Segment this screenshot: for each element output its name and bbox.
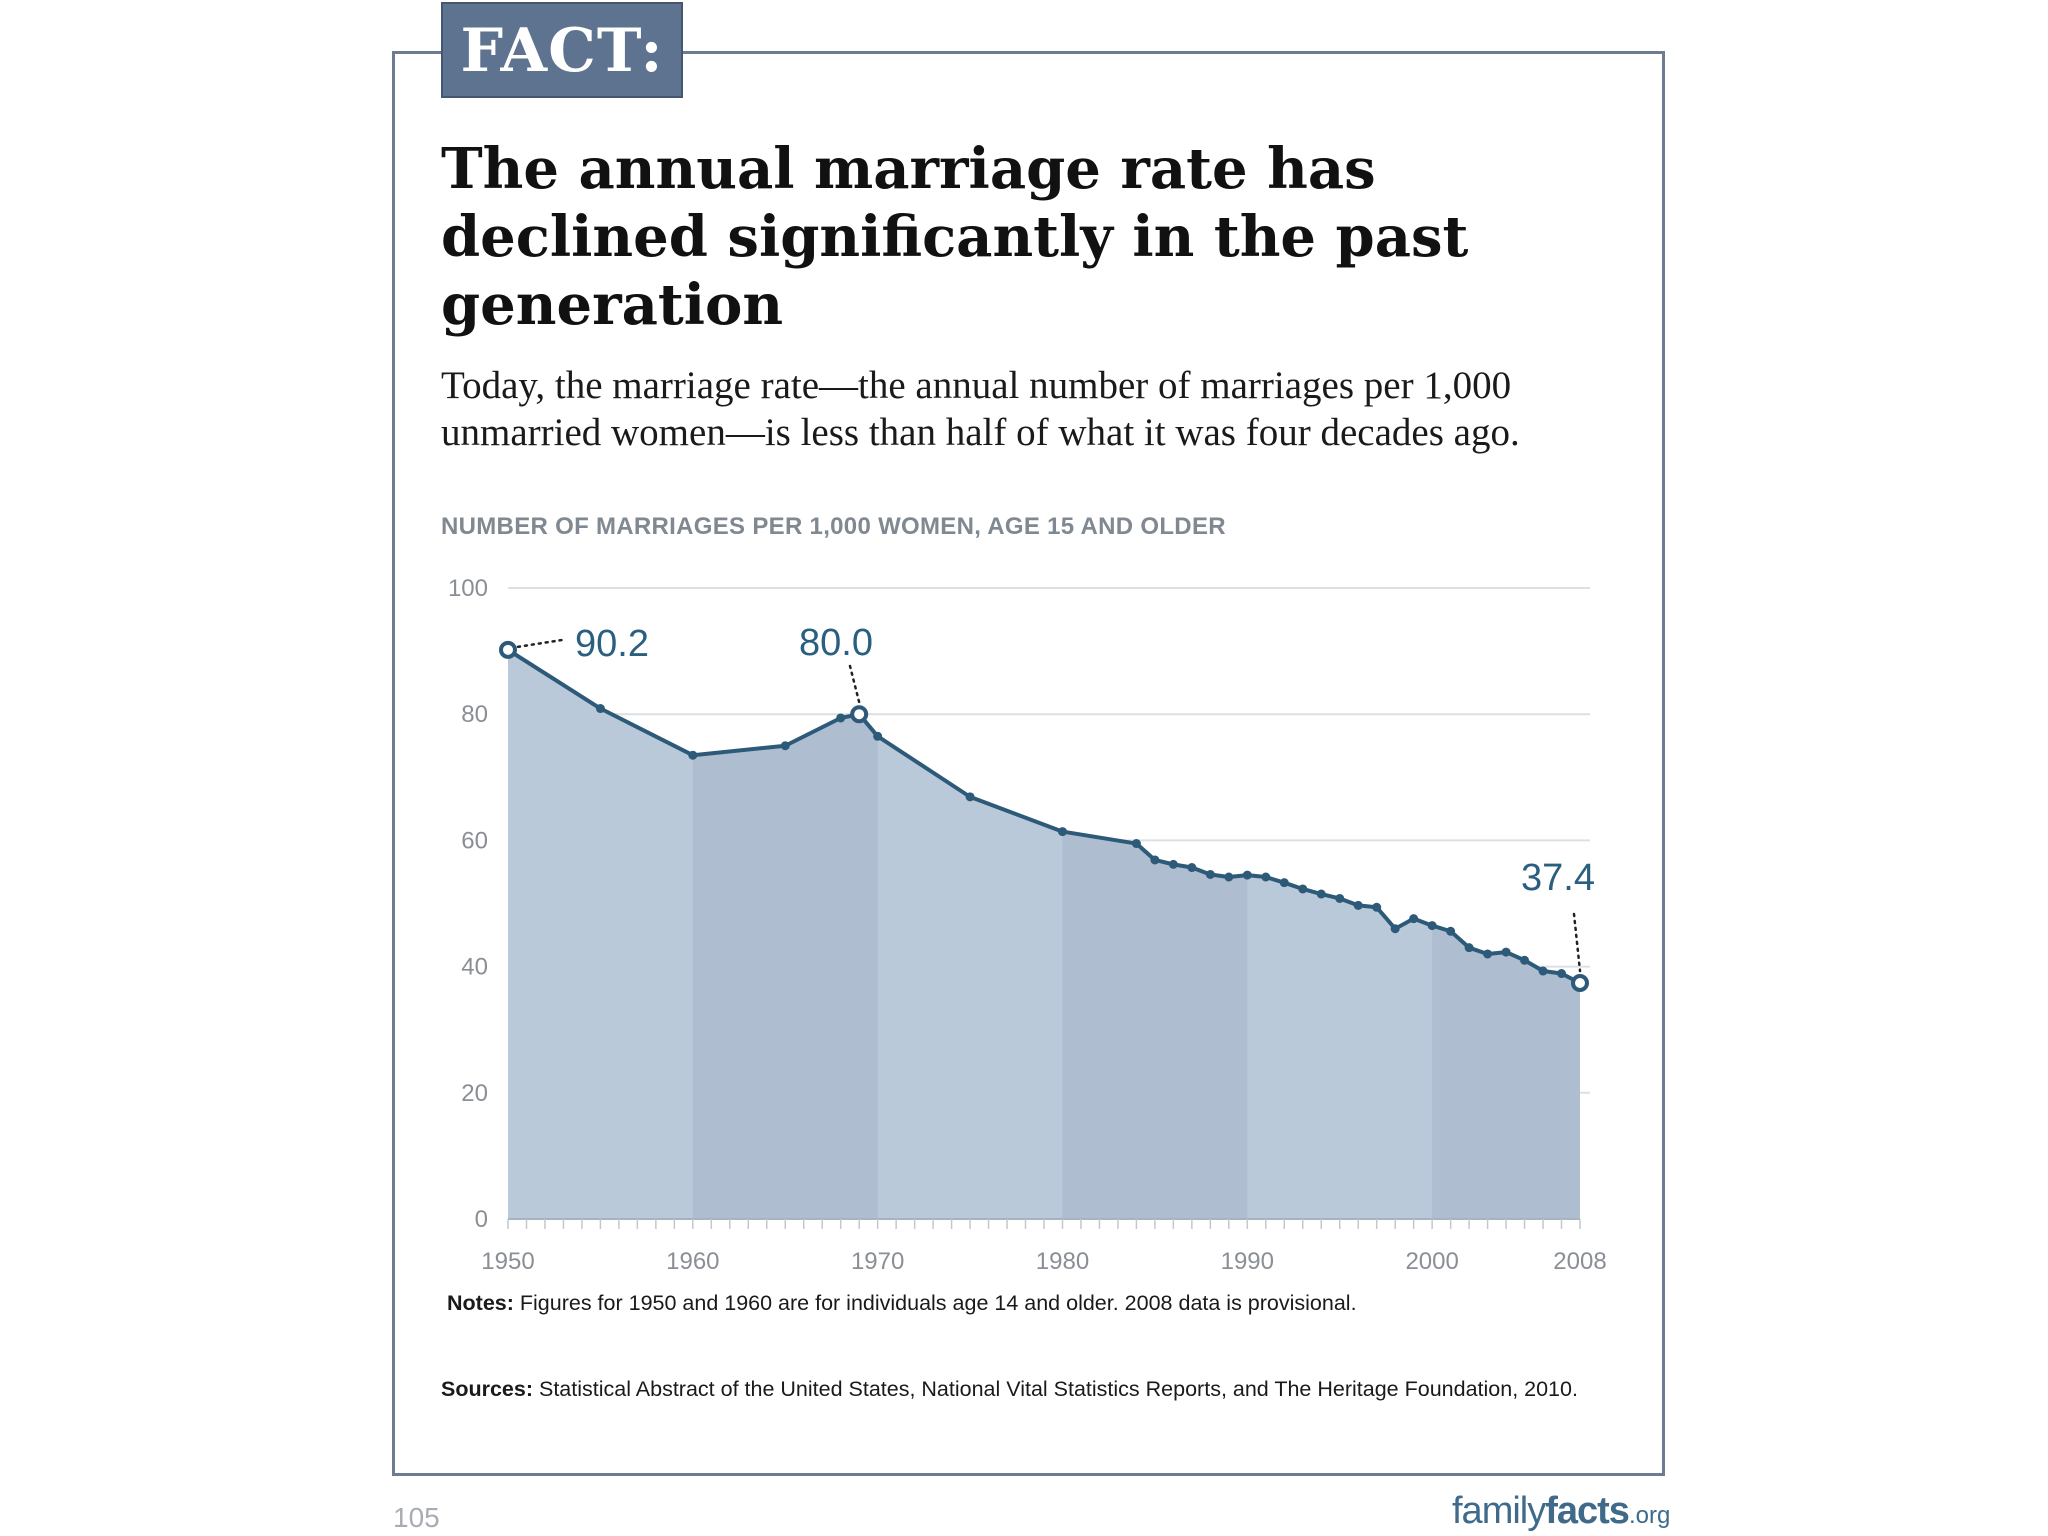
x-tick-label: 2008 <box>1553 1248 1606 1275</box>
chart-title: NUMBER OF MARRIAGES PER 1,000 WOMEN, AGE… <box>441 513 1226 540</box>
data-point <box>1131 839 1141 849</box>
decade-band <box>692 649 878 1219</box>
y-tick-label: 40 <box>461 954 488 981</box>
data-point <box>1335 893 1345 903</box>
data-point <box>1205 869 1215 879</box>
y-tick-label: 100 <box>448 575 488 602</box>
decade-band <box>1432 649 1580 1219</box>
subtitle: Today, the marriage rate—the annual numb… <box>441 364 1520 454</box>
data-point <box>836 713 846 723</box>
data-point <box>1520 955 1530 965</box>
data-point <box>1316 889 1326 899</box>
annotation-label: 80.0 <box>799 622 873 664</box>
data-point <box>595 704 605 714</box>
data-point <box>1261 872 1271 882</box>
annotation-leader <box>848 664 861 704</box>
x-tick-label: 1950 <box>481 1248 534 1275</box>
data-point <box>1538 966 1548 976</box>
data-point <box>1557 969 1567 979</box>
y-tick-labels: 0 20 40 60 80 100 <box>448 575 488 1233</box>
data-point <box>1168 859 1178 869</box>
data-point <box>1279 878 1289 888</box>
chart-notes: Notes: Figures for 1950 and 1960 are for… <box>447 1291 1607 1316</box>
data-point <box>1409 914 1419 924</box>
data-points <box>499 640 1589 993</box>
x-tick-label: 1980 <box>1036 1248 1089 1275</box>
area-fill <box>508 649 1580 1219</box>
data-point <box>873 731 883 741</box>
data-point <box>1057 827 1067 837</box>
x-tick-label: 2000 <box>1405 1248 1458 1275</box>
data-point <box>1353 900 1363 910</box>
card-frame <box>392 51 1665 1476</box>
notes-text: Figures for 1950 and 1960 are for indivi… <box>513 1291 1357 1315</box>
x-tick-labels: 1950 1960 1970 1980 1990 2000 2008 <box>481 1248 1606 1275</box>
data-point <box>1446 926 1456 936</box>
data-point <box>1224 872 1234 882</box>
sources-label: Sources: <box>441 1377 534 1401</box>
annotation-leader <box>516 638 565 649</box>
data-point <box>1242 870 1252 880</box>
data-point <box>1483 949 1493 959</box>
page-number: 105 <box>393 1502 440 1533</box>
band-group <box>692 649 1580 1219</box>
data-point <box>1298 884 1308 894</box>
brand-logo: familyfacts.org <box>1452 1490 1671 1532</box>
data-point-highlight <box>1571 974 1589 993</box>
data-point <box>1390 924 1400 934</box>
x-tick-label: 1970 <box>851 1248 904 1275</box>
decade-band <box>1062 649 1248 1219</box>
x-tick-label: 1960 <box>666 1248 719 1275</box>
data-point <box>688 750 698 760</box>
data-point-highlight <box>850 705 869 724</box>
data-point <box>1372 902 1382 912</box>
page-title: The annual marriage rate has declined si… <box>441 136 1469 338</box>
data-point <box>1464 943 1474 953</box>
chart-sources: Sources: Statistical Abstract of the Uni… <box>441 1375 1601 1403</box>
data-point <box>1187 863 1197 873</box>
data-point <box>965 792 975 802</box>
area-series <box>506 648 1581 1220</box>
y-tick-label: 0 <box>475 1206 488 1233</box>
sources-text: Statistical Abstract of the United State… <box>533 1377 1578 1401</box>
minor-ticks <box>507 1219 1581 1229</box>
y-tick-label: 60 <box>461 827 488 854</box>
annotations: 90.2 80.0 37.4 <box>516 622 1595 973</box>
fact-badge: FACT: <box>441 2 683 98</box>
annotation-label: 90.2 <box>575 623 649 665</box>
data-point-highlight <box>499 640 517 659</box>
y-tick-label: 80 <box>461 701 488 728</box>
data-point <box>1427 921 1437 931</box>
data-point <box>1501 947 1511 957</box>
annotation-leader <box>1572 912 1582 973</box>
series-line <box>506 648 1581 985</box>
annotation-label: 37.4 <box>1521 857 1595 899</box>
x-tick-label: 1990 <box>1221 1248 1274 1275</box>
notes-label: Notes: <box>447 1291 514 1315</box>
data-point <box>780 741 790 751</box>
y-tick-label: 20 <box>461 1080 488 1107</box>
data-point <box>1150 855 1160 865</box>
